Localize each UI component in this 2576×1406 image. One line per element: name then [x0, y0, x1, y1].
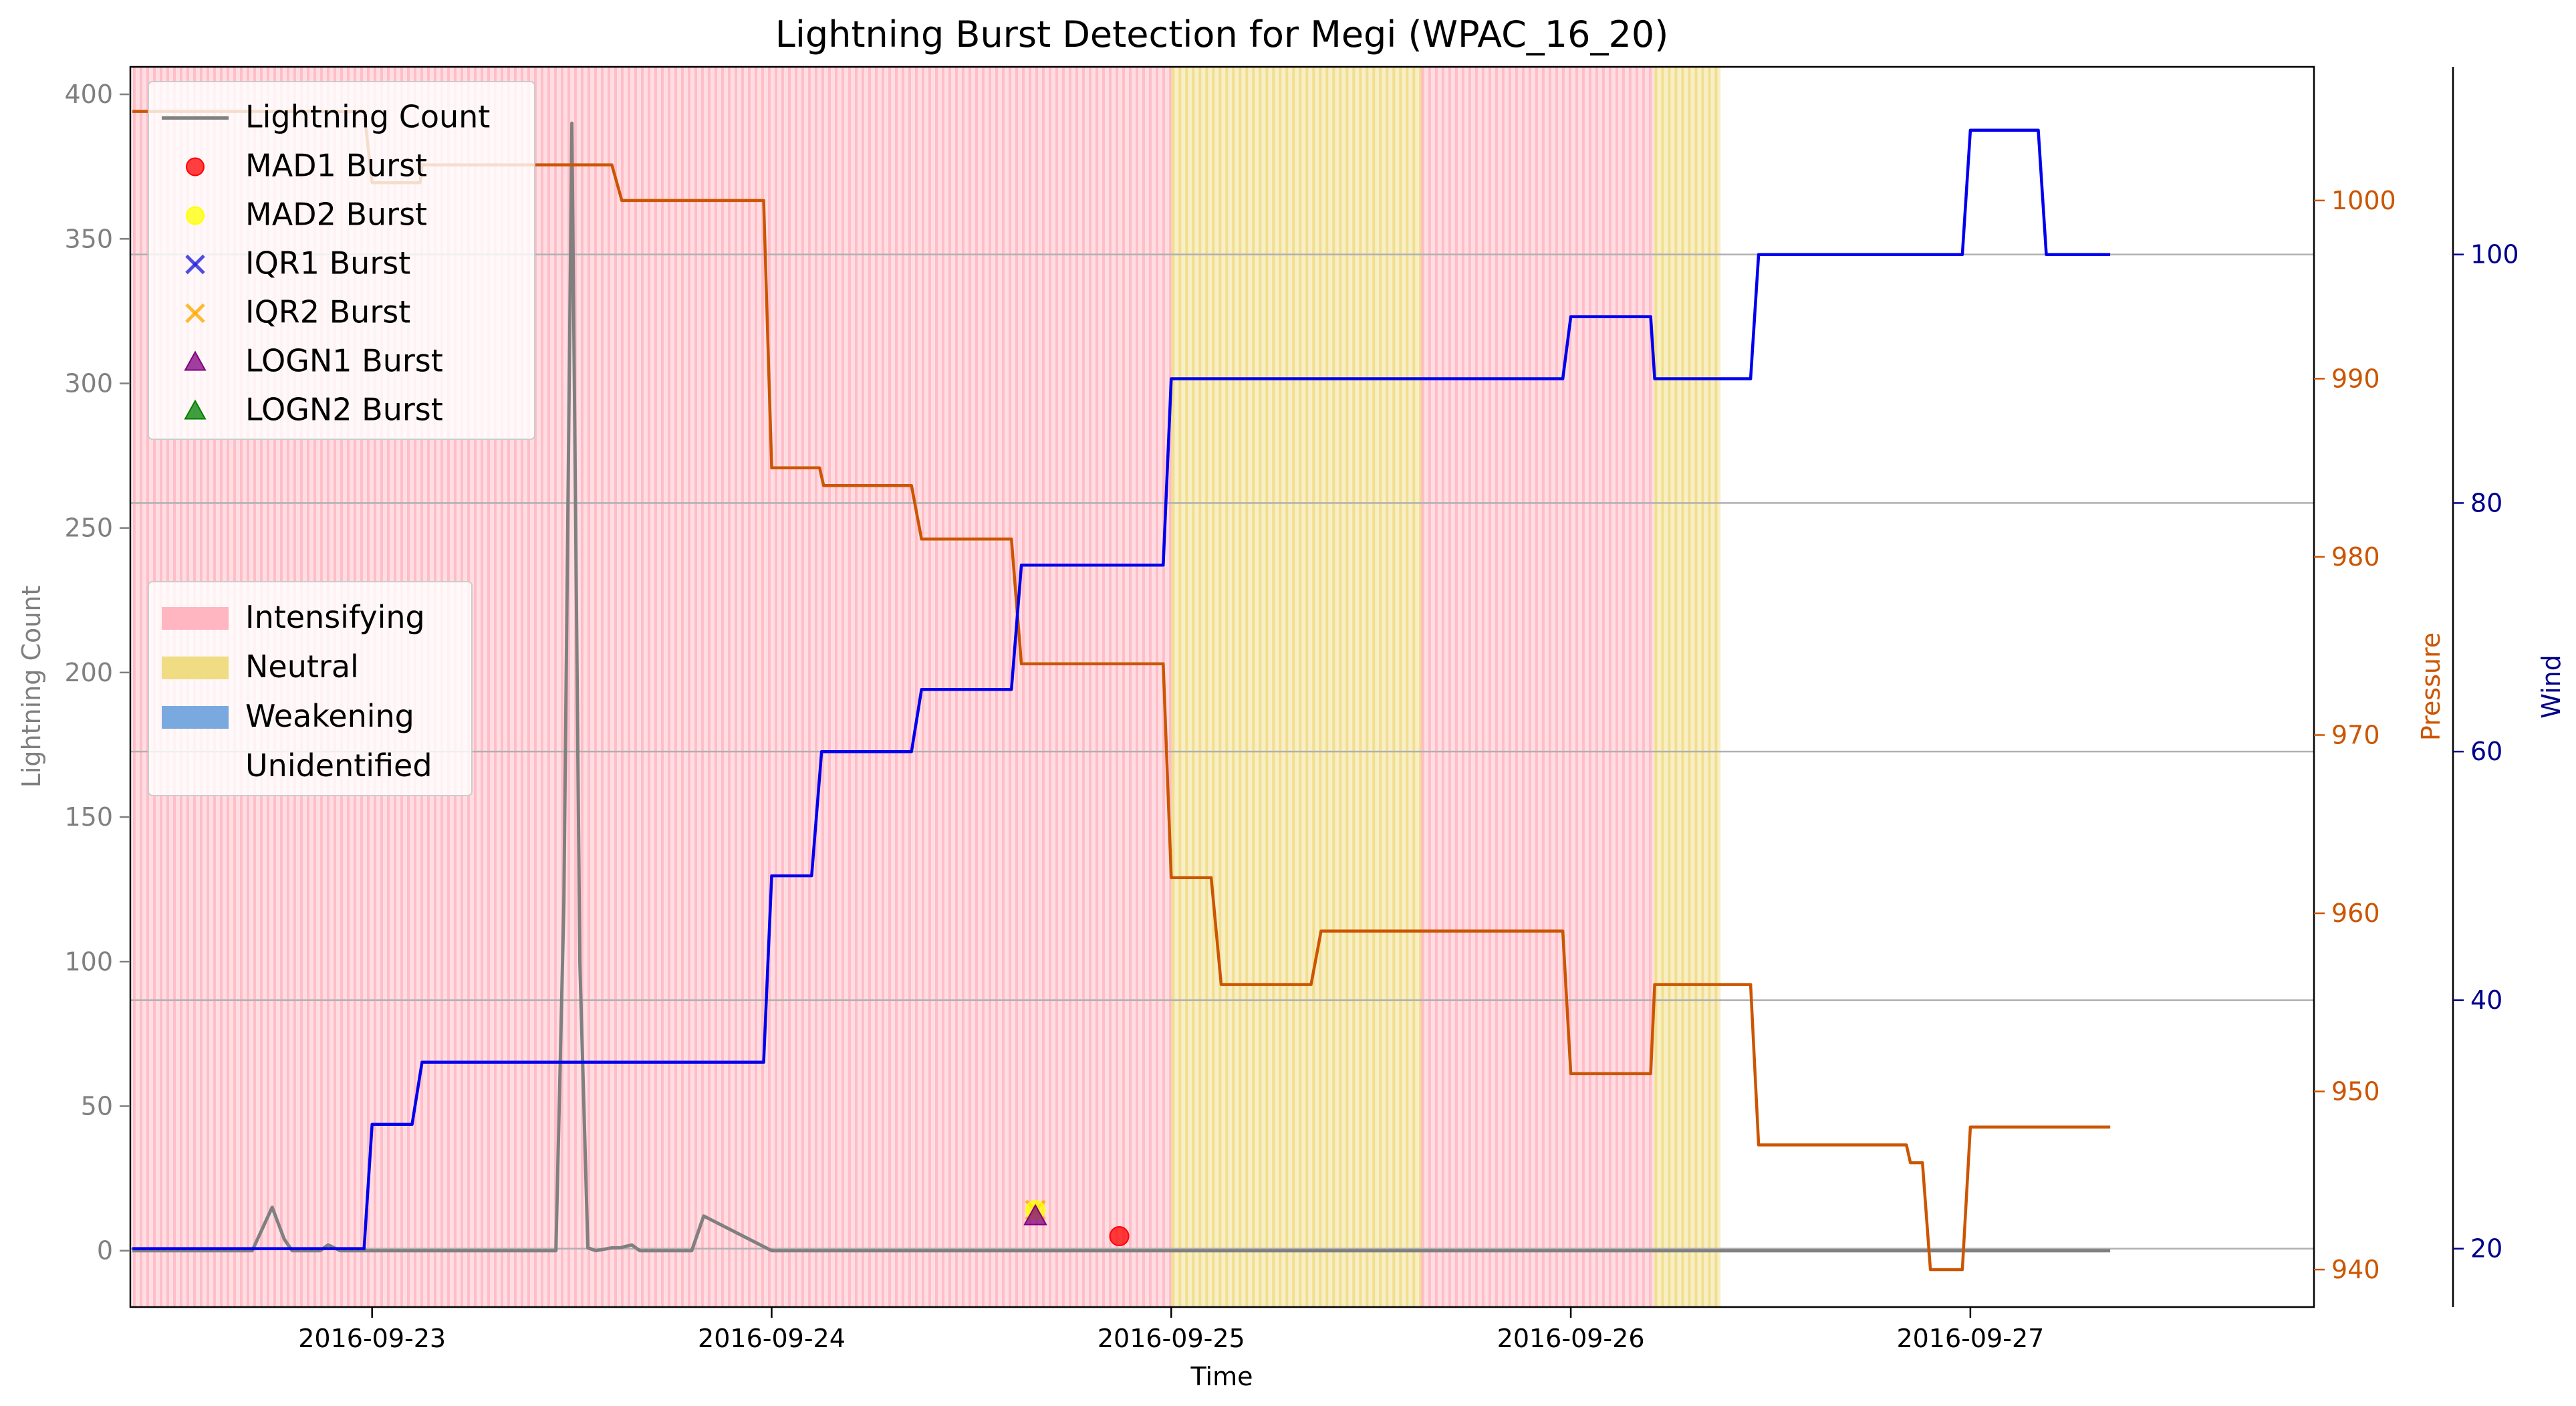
legend-iqr1-burst-swatch-stroke: [185, 254, 205, 275]
x-tick-label: 2016-09-23: [298, 1324, 446, 1353]
left-tick-label: 100: [64, 947, 113, 976]
wind-tick-label: 40: [2470, 985, 2502, 1015]
pressure-tick-label: 950: [2331, 1077, 2380, 1106]
phase-legend: Intensifying Neutral Weakening Unidentified: [148, 581, 473, 796]
plot-series: [132, 110, 2111, 1272]
burst-legend: Lightning Count MAD1 Burst MAD2 Burst IQR1 …: [148, 81, 535, 440]
left-tick-label: 300: [64, 368, 113, 398]
legend-iqr1-burst-label: IQR1 Burst: [245, 245, 410, 281]
plot-frame: [129, 66, 2315, 1308]
left-tick-label: 250: [64, 513, 113, 543]
x-axis-label: Time: [1190, 1362, 1253, 1391]
phase-shading: [132, 67, 1721, 1307]
x-tick-label: 2016-09-26: [1497, 1324, 1645, 1353]
left-tick-label: 350: [64, 224, 113, 253]
legend-unidentified-label: Unidentified: [245, 747, 432, 784]
series-line-lightning-count: [132, 121, 2111, 1253]
legend-intensifying-swatch: [162, 607, 229, 630]
logn1-burst-marker: [1023, 1203, 1047, 1225]
left-tick-label: 0: [97, 1236, 113, 1266]
left-tick-label: 200: [64, 658, 113, 687]
wind-tick-label: 20: [2470, 1234, 2502, 1264]
pressure-tick-label: 970: [2331, 720, 2380, 749]
x-tick-label: 2016-09-27: [1896, 1324, 2044, 1353]
left-tick-label: 150: [64, 802, 113, 832]
legend-mad1-burst-label: MAD1 Burst: [245, 148, 427, 184]
burst-markers: [1023, 1199, 1130, 1247]
legend-box: [148, 581, 473, 796]
pressure-tick-label: 980: [2331, 542, 2380, 572]
chart-title: Lightning Burst Detection for Megi (WPAC…: [775, 13, 1669, 55]
left-tick-label: 400: [64, 80, 113, 109]
pressure-axis-label: Pressure: [2416, 632, 2446, 741]
legend-box: [148, 81, 535, 440]
phase-band-neutral: [1171, 67, 1421, 1307]
legend-logn2-burst-label: LOGN2 Burst: [245, 392, 443, 428]
legend-iqr2-burst-swatch-stroke: [185, 303, 205, 324]
series-line-wind: [132, 128, 2111, 1250]
legend-iqr2-burst-label: IQR2 Burst: [245, 294, 410, 330]
legend-iqr2-burst-swatch: [185, 303, 205, 324]
legend-weakening-label: Weakening: [245, 698, 414, 734]
wind-tick-label: 100: [2470, 240, 2519, 269]
pressure-tick-label: 990: [2331, 364, 2380, 393]
legend-intensifying-label: Intensifying: [245, 599, 425, 635]
x-tick-label: 2016-09-25: [1098, 1324, 1245, 1353]
wind-axis-label: Wind: [2537, 655, 2566, 719]
pressure-tick-label: 1000: [2331, 186, 2396, 215]
axes: 2016-09-23 2016-09-24 2016-09-25 2016-09-26…: [64, 80, 2519, 1353]
wind-tick-label: 60: [2470, 737, 2502, 766]
legend-mad2-burst-label: MAD2 Burst: [245, 197, 427, 233]
mad1-burst-marker: [1109, 1226, 1130, 1247]
pressure-tick-label: 940: [2331, 1255, 2380, 1284]
legend-logn2-burst-swatch: [184, 399, 207, 420]
pressure-tick-label: 960: [2331, 899, 2380, 928]
legend-mad2-burst-swatch: [186, 206, 205, 225]
legend-neutral-swatch: [162, 657, 229, 679]
legend-mad1-burst-swatch: [186, 157, 205, 177]
legend-logn1-burst-swatch: [184, 350, 207, 371]
left-tick-label: 50: [81, 1091, 113, 1121]
left-axis-label: Lightning Count: [17, 586, 46, 788]
legend-logn1-burst-label: LOGN1 Burst: [245, 343, 443, 379]
legend-lightning-count-label: Lightning Count: [245, 99, 490, 135]
series-line-pressure: [132, 110, 2111, 1272]
wind-tick-label: 80: [2470, 488, 2502, 517]
legend-weakening-swatch: [162, 706, 229, 729]
legend-neutral-label: Neutral: [245, 649, 359, 685]
legend-iqr1-burst-swatch: [185, 254, 205, 275]
x-tick-label: 2016-09-24: [698, 1324, 846, 1353]
